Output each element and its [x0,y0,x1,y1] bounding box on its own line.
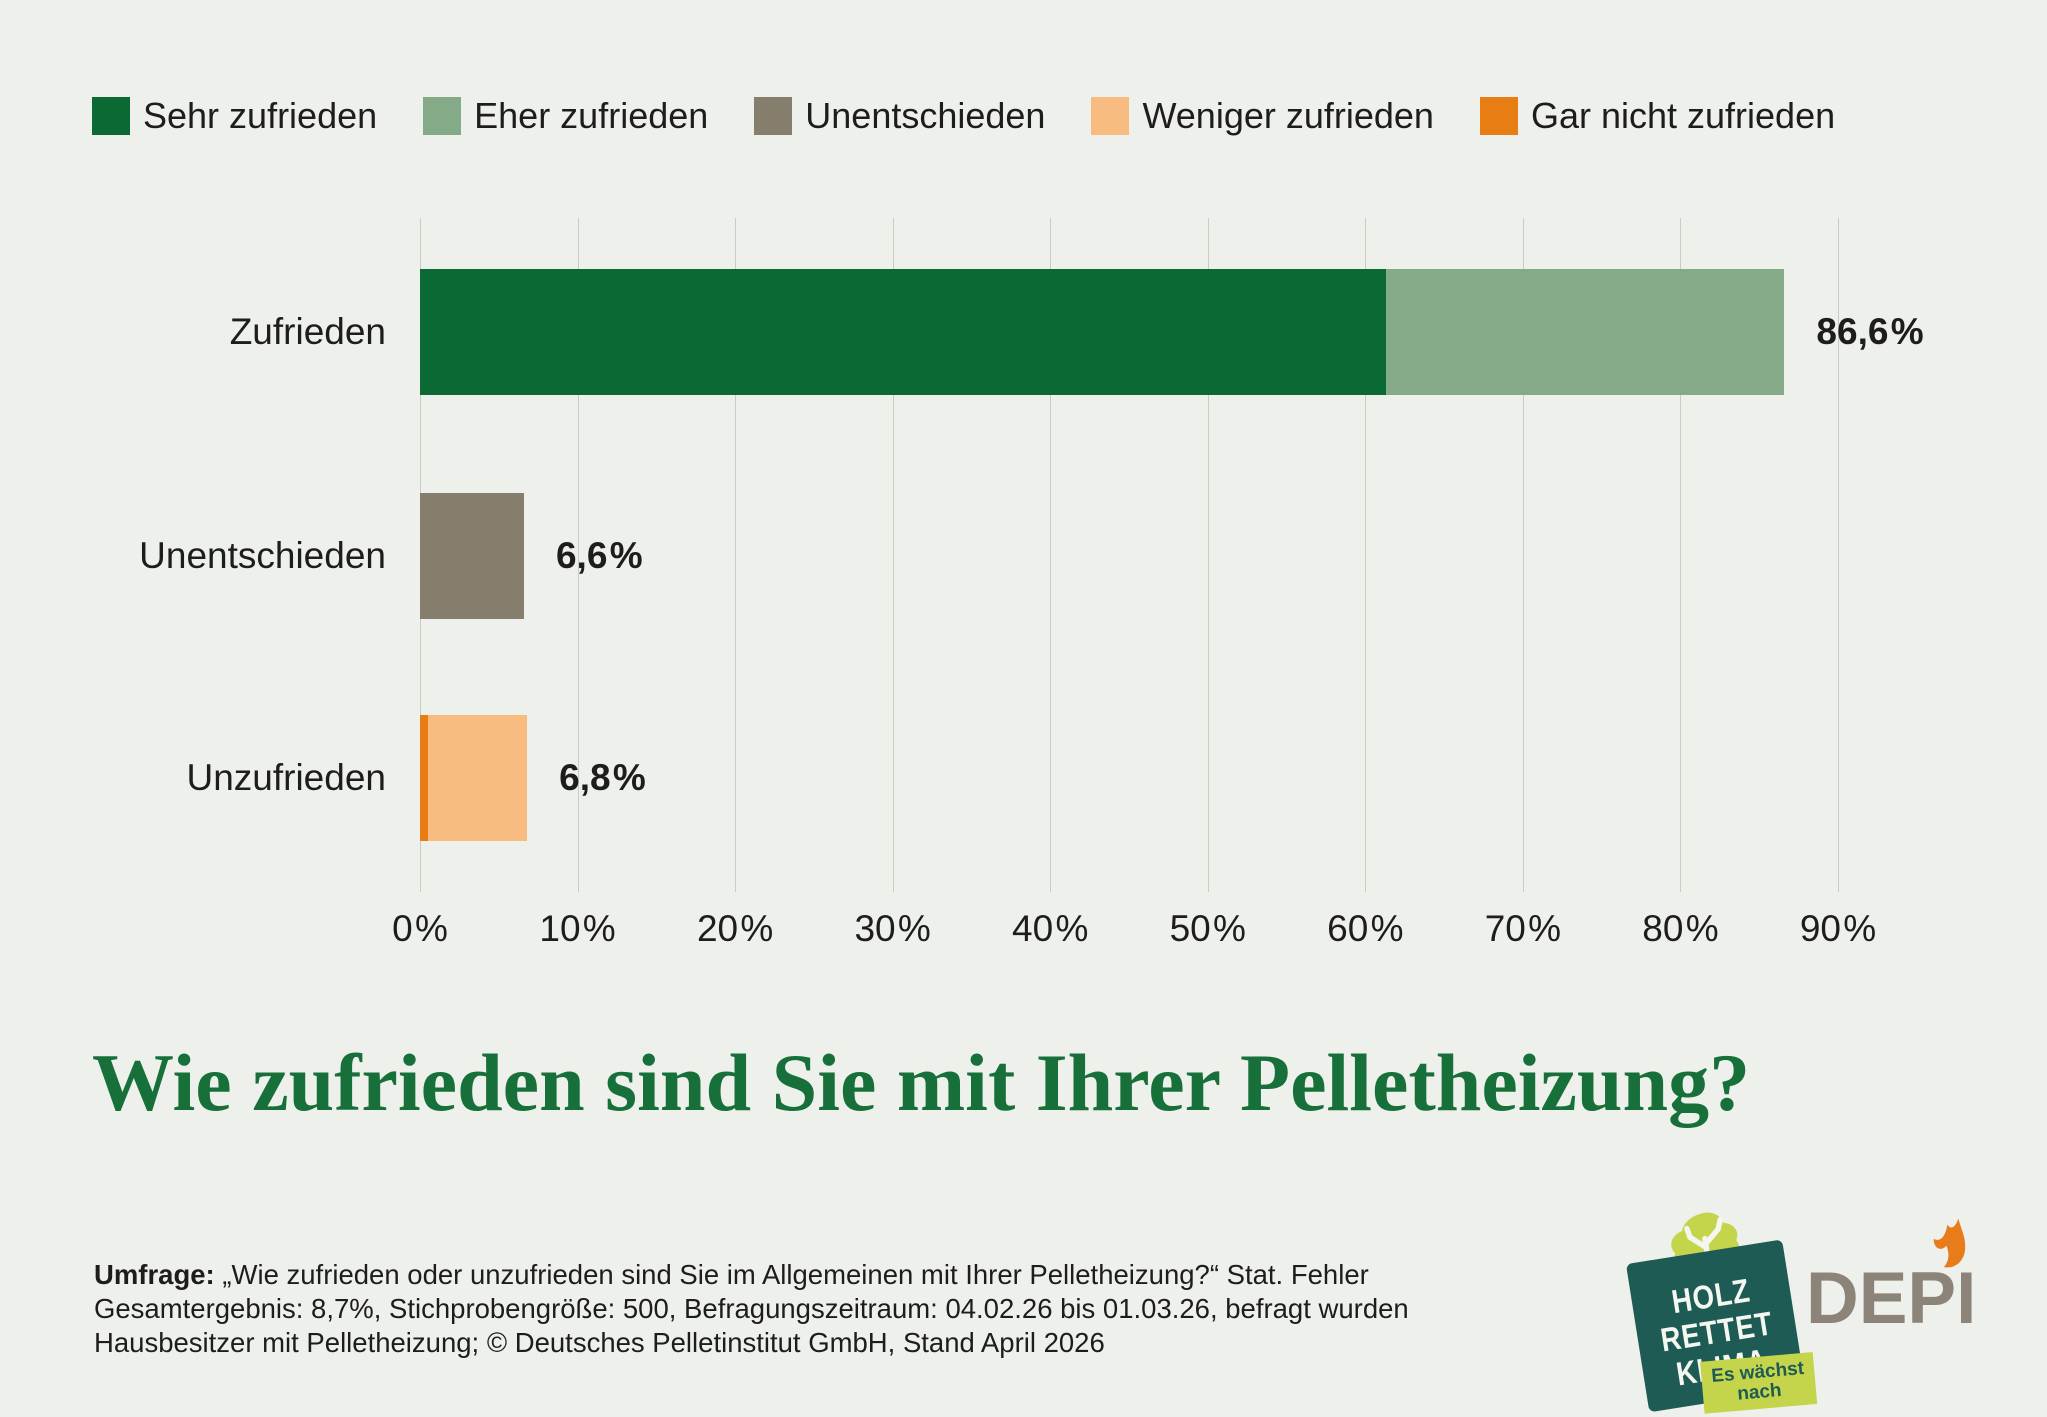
bar-segment-eher-zufrieden [1385,269,1785,395]
value-label: 6,6 % [555,535,643,576]
satisfaction-bar-chart: 0 % 10 % 20 % 30 % 40 % 50 % 60 % 70 % 80 % 90 % 8… [0,218,2047,988]
legend-label: Unentschieden [805,95,1046,136]
source-line-2: Gesamtergebnis: 8,7%, Stichprobengröße: … [94,1293,1409,1324]
gridline [1207,218,1209,892]
legend-label: Sehr zufrieden [143,95,378,136]
legend-item: Sehr zufrieden [92,97,377,135]
x-axis-tick: 60 % [1327,908,1404,949]
x-axis-tick: 90 % [1799,908,1877,949]
legend-item: Gar nicht zufrieden [1479,95,1836,136]
x-axis-tick: 50 % [1169,908,1246,949]
value-label: 6,8 % [559,757,646,798]
bar [420,493,524,619]
gridline [1522,218,1524,892]
legend-item: Eher zufrieden [423,97,708,135]
source-label: Umfrage: [94,1259,215,1290]
value-label: 86,6 % [1816,311,1924,352]
legend-swatch [1479,97,1518,135]
gridline [577,218,579,892]
source-note: Umfrage: „Wie zufrieden oder unzufrieden… [94,1258,1434,1360]
bar-segment-unentschieden [420,493,524,619]
x-axis-tick: 30 % [854,908,931,949]
legend-label: Gar nicht zufrieden [1530,95,1836,136]
gridline [1050,218,1052,892]
bar-segment-weniger-zufrieden [427,715,528,841]
x-axis-tick: 0 % [392,908,448,949]
x-axis-tick: 40 % [1012,908,1089,949]
depi-logo: DEPI [1806,1218,2026,1382]
category-label: Zufrieden [229,311,386,352]
bar [420,715,528,841]
gridline [1365,218,1367,892]
legend-item: Weniger zufrieden [1091,97,1434,135]
source-line-3: Hausbesitzer mit Pelletheizung; © Deutsc… [94,1327,1105,1358]
hrk-claim-tag: Es wächst nach [1700,1352,1818,1414]
legend-swatch [1091,97,1130,135]
source-line-1: „Wie zufrieden oder unzufrieden sind Sie… [222,1259,1369,1290]
chart-title: Wie zufrieden sind Sie mit Ihrer Pelleth… [92,1037,1751,1128]
legend-swatch [92,97,130,135]
bar-segment-sehr-zufrieden [420,269,1386,395]
bar-segment-gar-nicht-zufrieden [420,715,428,841]
x-axis-tick: 70 % [1484,908,1562,949]
legend-label: Weniger zufrieden [1142,95,1434,136]
category-label: Unzufrieden [186,757,386,798]
legend-swatch [754,97,793,135]
gridline [1680,218,1682,892]
bar [420,269,1785,395]
x-axis-tick: 20 % [696,908,774,949]
hrk-claim-line-2: nach [1736,1379,1783,1405]
gridline [735,218,737,892]
gridline [892,218,894,892]
x-axis-tick: 10 % [539,908,616,949]
depi-wordmark: DEPI [1806,1258,1977,1339]
plot-area: 0 % 10 % 20 % 30 % 40 % 50 % 60 % 70 % 80 % 90 % 8… [392,218,1924,949]
category-label: Unentschieden [139,535,386,576]
x-axis-tick: 80 % [1642,908,1719,949]
legend-swatch [423,97,462,135]
legend-label: Eher zufrieden [474,95,709,136]
legend: Sehr zufrieden Eher zufrieden Unentschiede… [92,97,1835,135]
legend-item: Unentschieden [754,97,1045,135]
gridline [1838,218,1839,892]
flame-icon [1933,1218,1966,1268]
